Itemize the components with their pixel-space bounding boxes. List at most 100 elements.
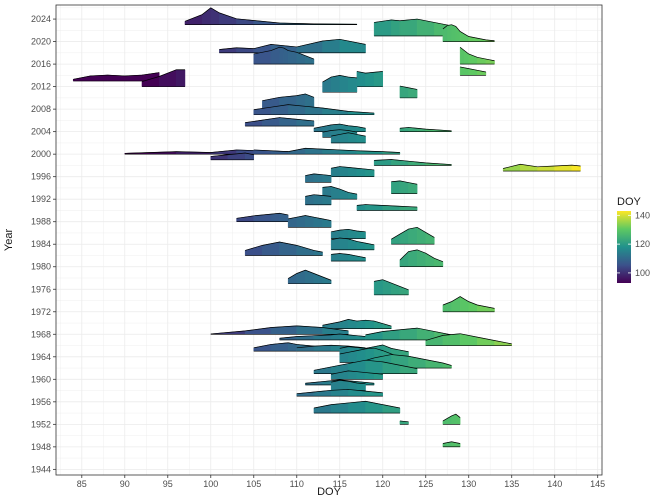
ridge-outline xyxy=(322,186,358,195)
ridge-outline xyxy=(262,93,315,102)
y-tick-label: 1996 xyxy=(31,172,51,182)
y-tick-label: 2024 xyxy=(31,14,51,24)
ridge-segment xyxy=(408,249,418,267)
ridge-1995 xyxy=(305,173,332,183)
ridge-outline xyxy=(442,24,495,42)
ridge-1997 xyxy=(502,163,581,172)
y-tick-label: 2004 xyxy=(31,127,51,137)
y-tick-label: 1960 xyxy=(31,374,51,384)
ridge-segment xyxy=(451,24,457,42)
ridge-segment xyxy=(348,76,358,93)
y-tick-label: 2020 xyxy=(31,37,51,47)
y-tick-label: 2016 xyxy=(31,59,51,69)
ridge-outline xyxy=(442,441,461,444)
ridge-outline xyxy=(296,389,383,395)
y-tick-label: 1968 xyxy=(31,329,51,339)
ridge-segment xyxy=(399,18,418,37)
ridge-segment xyxy=(313,194,323,206)
color-legend: DOY 100 120 140 xyxy=(617,196,650,283)
ridge-outline xyxy=(459,46,495,62)
ridge-segment xyxy=(339,253,349,262)
y-tick-label: 2008 xyxy=(31,104,51,114)
ridge-segment xyxy=(348,167,358,177)
ridge-2012 xyxy=(356,71,383,87)
legend-tick-label: 140 xyxy=(635,210,650,220)
ridge-1988 xyxy=(236,212,289,223)
ridge-segment xyxy=(339,380,349,391)
ridge-outline xyxy=(141,69,185,82)
ridge-segment xyxy=(373,279,383,296)
legend-tick-label: 120 xyxy=(635,239,650,249)
ridge-segment xyxy=(313,173,323,183)
ridge-outline xyxy=(287,269,332,281)
ridge-outline xyxy=(245,241,323,253)
legend-tick-label: 100 xyxy=(635,268,650,278)
legend-title: DOY xyxy=(617,196,642,208)
ridge-2000 xyxy=(253,147,401,155)
ridge-1985 xyxy=(330,228,366,239)
legend-colorbar xyxy=(617,211,631,283)
ridge-outline xyxy=(73,72,160,80)
panel-border xyxy=(55,4,603,476)
ridge-outline xyxy=(356,354,452,366)
ridge-1967 xyxy=(279,333,366,341)
y-tick-label: 1944 xyxy=(31,464,51,474)
x-tick-label: 125 xyxy=(418,479,433,489)
ridge-segment xyxy=(356,230,366,239)
ridge-segment xyxy=(391,180,401,194)
ridge-2014 xyxy=(459,66,487,76)
ridge-1984 xyxy=(391,226,435,245)
ridge-outline xyxy=(245,117,314,123)
ridge-outline xyxy=(399,85,418,90)
ridge-segment xyxy=(356,71,366,87)
ridge-2010 xyxy=(399,85,418,99)
ridge-2005 xyxy=(244,117,315,127)
ridge-segment xyxy=(356,371,366,380)
ridge-1952 xyxy=(399,420,409,425)
ridge-outline xyxy=(305,194,332,197)
ridge-1968 xyxy=(210,325,349,335)
ridge-1993 xyxy=(391,180,418,194)
ridge-segment xyxy=(339,75,349,93)
ridge-outline xyxy=(253,46,315,60)
ridge-outline xyxy=(356,204,418,208)
x-tick-label: 95 xyxy=(163,479,173,489)
ridge-outline xyxy=(331,132,366,137)
y-tick-label: 1964 xyxy=(31,352,51,362)
ridge-1991 xyxy=(305,194,332,206)
ridge-outline xyxy=(331,380,366,385)
ridge-outline xyxy=(399,127,452,132)
ridge-outline xyxy=(399,249,444,262)
ridge-outline xyxy=(322,75,357,83)
ridge-outline xyxy=(184,7,357,25)
x-tick-label: 90 xyxy=(120,479,130,489)
ridge-segment xyxy=(365,71,375,87)
ridge-2012 xyxy=(141,69,186,87)
ridge-outline xyxy=(296,344,366,349)
ridge-segment xyxy=(176,69,186,87)
y-axis: 1944 1948 1952 1956 1960 1964 1968 1972 1976 1980… xyxy=(31,14,56,474)
x-tick-label: 110 xyxy=(290,479,304,489)
ridge-segment xyxy=(322,174,332,183)
ridge-1972 xyxy=(442,296,495,313)
y-tick-label: 1952 xyxy=(31,419,51,429)
ridge-outline xyxy=(391,226,435,240)
y-tick-label: 1992 xyxy=(31,194,51,204)
x-tick-label: 115 xyxy=(333,479,347,489)
ridge-series-group xyxy=(72,7,581,448)
ridge-segment xyxy=(399,180,409,194)
ridge-segment xyxy=(356,382,366,391)
ridge-segment xyxy=(365,319,375,329)
ridge-outline xyxy=(305,173,332,176)
ridge-outline xyxy=(253,104,375,114)
y-tick-label: 1988 xyxy=(31,217,51,227)
ridge-2016 xyxy=(459,46,495,65)
ridge-segment xyxy=(330,75,340,93)
ridge-segment xyxy=(339,237,349,251)
ridge-1999 xyxy=(210,152,255,161)
ridge-1987 xyxy=(287,215,332,228)
y-tick-label: 2012 xyxy=(31,82,51,92)
ridge-outline xyxy=(425,333,512,345)
ridge-segment xyxy=(356,167,366,177)
